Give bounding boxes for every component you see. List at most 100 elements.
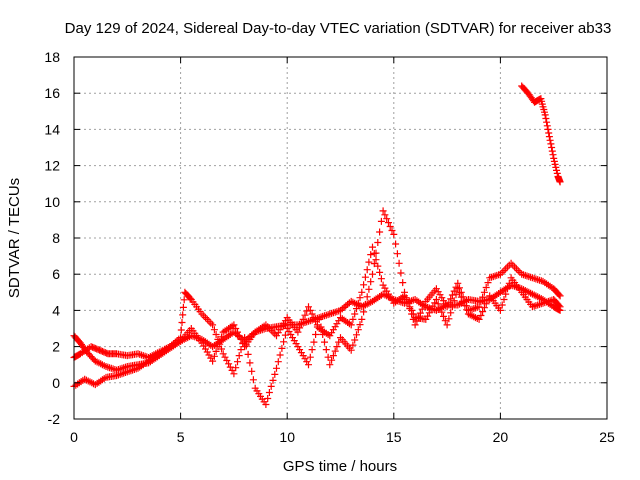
data-points [70, 82, 564, 408]
data-point [267, 382, 275, 390]
y-tick-label: 6 [52, 266, 60, 282]
data-point [374, 262, 382, 270]
data-point [553, 166, 560, 174]
data-point [308, 346, 316, 354]
data-point [548, 144, 556, 151]
data-point [218, 333, 225, 341]
data-point [377, 217, 385, 225]
data-point [480, 288, 488, 296]
data-point [397, 269, 405, 277]
data-point [399, 279, 407, 287]
data-point [218, 345, 225, 353]
data-point [306, 353, 314, 361]
data-point [322, 346, 330, 354]
data-point [550, 154, 558, 162]
data-point [404, 299, 412, 307]
data-point [321, 338, 328, 346]
data-point [376, 268, 384, 276]
data-point [401, 292, 408, 300]
data-point [354, 326, 362, 334]
data-point [555, 291, 563, 299]
data-point [212, 347, 220, 355]
data-point [502, 265, 510, 273]
data-point [234, 328, 241, 336]
data-point [553, 169, 561, 177]
data-point [383, 215, 391, 223]
data-point [294, 343, 302, 351]
data-point [514, 267, 522, 275]
y-tick-label: -2 [48, 411, 61, 427]
y-tick-label: 4 [52, 302, 60, 318]
data-point [436, 304, 444, 312]
data-point [438, 294, 446, 302]
data-point [118, 370, 126, 378]
data-point [361, 300, 369, 308]
data-point [450, 297, 458, 305]
data-point [269, 376, 277, 384]
data-point [297, 320, 305, 328]
data-point [390, 230, 398, 238]
data-point [447, 309, 455, 317]
data-point [363, 293, 371, 301]
data-point [541, 111, 549, 119]
data-point [262, 401, 270, 408]
data-point [280, 338, 288, 346]
data-point [278, 344, 286, 352]
data-point [202, 314, 209, 322]
data-point [546, 136, 554, 144]
data-point [312, 317, 320, 325]
data-point [367, 278, 375, 286]
data-point [225, 360, 233, 368]
data-point [496, 306, 504, 314]
data-point [216, 338, 224, 346]
data-point [432, 296, 440, 303]
data-point [370, 249, 378, 257]
data-point [459, 297, 467, 305]
data-point [484, 279, 492, 287]
data-point [179, 303, 187, 311]
data-point [178, 319, 186, 326]
data-point [545, 129, 553, 137]
y-tick-label: 2 [52, 339, 60, 355]
data-point [271, 370, 279, 378]
data-point [479, 308, 487, 316]
data-point [351, 336, 359, 344]
data-point [223, 357, 231, 364]
y-axis-title: SDTVAR / TECUs [6, 178, 23, 298]
data-point [354, 299, 362, 307]
data-point [324, 353, 332, 361]
data-point [177, 326, 185, 334]
chart-title: Day 129 of 2024, Sidereal Day-to-day VTE… [65, 20, 612, 37]
data-point [312, 331, 320, 338]
grid-lines [74, 57, 607, 419]
data-point [221, 353, 229, 361]
data-point [556, 178, 564, 186]
data-point [305, 303, 312, 311]
data-point [235, 332, 243, 340]
data-point [422, 315, 430, 323]
data-point [209, 321, 217, 329]
data-point [200, 312, 208, 320]
data-point [347, 321, 355, 329]
data-point [367, 251, 375, 259]
data-point [310, 338, 318, 346]
data-point [500, 267, 508, 275]
data-point [363, 266, 371, 274]
data-point [395, 259, 403, 267]
data-point [545, 133, 553, 141]
data-point [333, 343, 341, 351]
data-point [379, 207, 387, 215]
data-point [479, 293, 487, 301]
data-point [237, 335, 245, 343]
data-point [434, 300, 442, 308]
x-tick-label: 25 [599, 429, 615, 445]
data-point [477, 298, 485, 306]
data-point [431, 299, 439, 307]
data-point [477, 312, 485, 319]
data-point [552, 163, 560, 171]
data-point [329, 352, 337, 360]
data-point [356, 321, 364, 329]
x-tick-label: 20 [493, 429, 509, 445]
x-tick-label: 15 [386, 429, 402, 445]
data-point [349, 315, 357, 323]
